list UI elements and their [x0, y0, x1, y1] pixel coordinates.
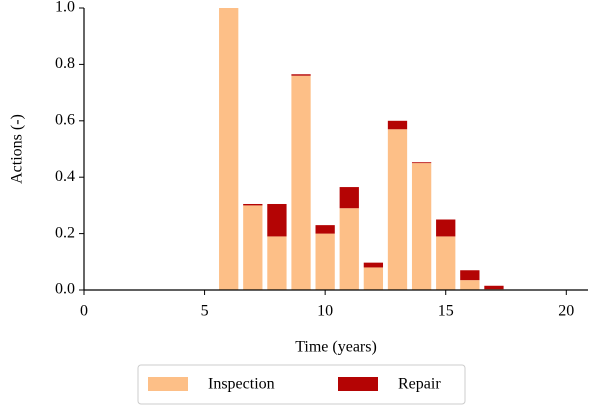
bar-segment [460, 280, 480, 290]
legend-label: Repair [398, 376, 441, 393]
bar-segment [243, 205, 263, 290]
bar-segment [243, 203, 263, 206]
y-tick-label: 0.2 [55, 224, 75, 241]
x-tick-label: 0 [80, 303, 88, 320]
y-axis-label: Actions (-) [9, 114, 26, 184]
legend-swatch [338, 377, 378, 391]
bar-segment [411, 163, 432, 290]
bar-segment [484, 285, 504, 290]
y-tick-label: 0.0 [55, 281, 75, 298]
y-tick-label: 0.4 [55, 168, 75, 185]
bar-segment [315, 225, 335, 234]
bar-segment [460, 270, 480, 281]
y-tick-label: 0.8 [55, 55, 75, 72]
bar-segment [363, 262, 384, 268]
x-tick-label: 15 [438, 303, 454, 320]
bar-segment [411, 162, 432, 164]
bar-segment [315, 233, 335, 290]
bar-segment [267, 203, 287, 237]
bar-segment [363, 267, 384, 290]
bar-segment [436, 236, 456, 290]
x-tick-label: 10 [317, 303, 333, 320]
bar-segment [339, 208, 359, 290]
x-axis-label: Time (years) [295, 339, 377, 356]
bar-segment [387, 120, 408, 130]
bar-segment [387, 129, 408, 290]
legend-box [137, 364, 466, 405]
bar-segment [267, 236, 287, 290]
x-tick-label: 5 [201, 303, 209, 320]
legend-swatch [148, 377, 188, 391]
x-tick-label: 20 [558, 303, 574, 320]
legend-label: Inspection [208, 376, 275, 393]
bar-segment [339, 187, 359, 209]
bar-segment [291, 74, 311, 76]
y-tick-label: 1.0 [55, 0, 75, 16]
bar-segment [219, 8, 239, 290]
bar-segment [436, 219, 456, 237]
bar-segment [291, 75, 311, 291]
y-tick-label: 0.6 [55, 111, 75, 128]
